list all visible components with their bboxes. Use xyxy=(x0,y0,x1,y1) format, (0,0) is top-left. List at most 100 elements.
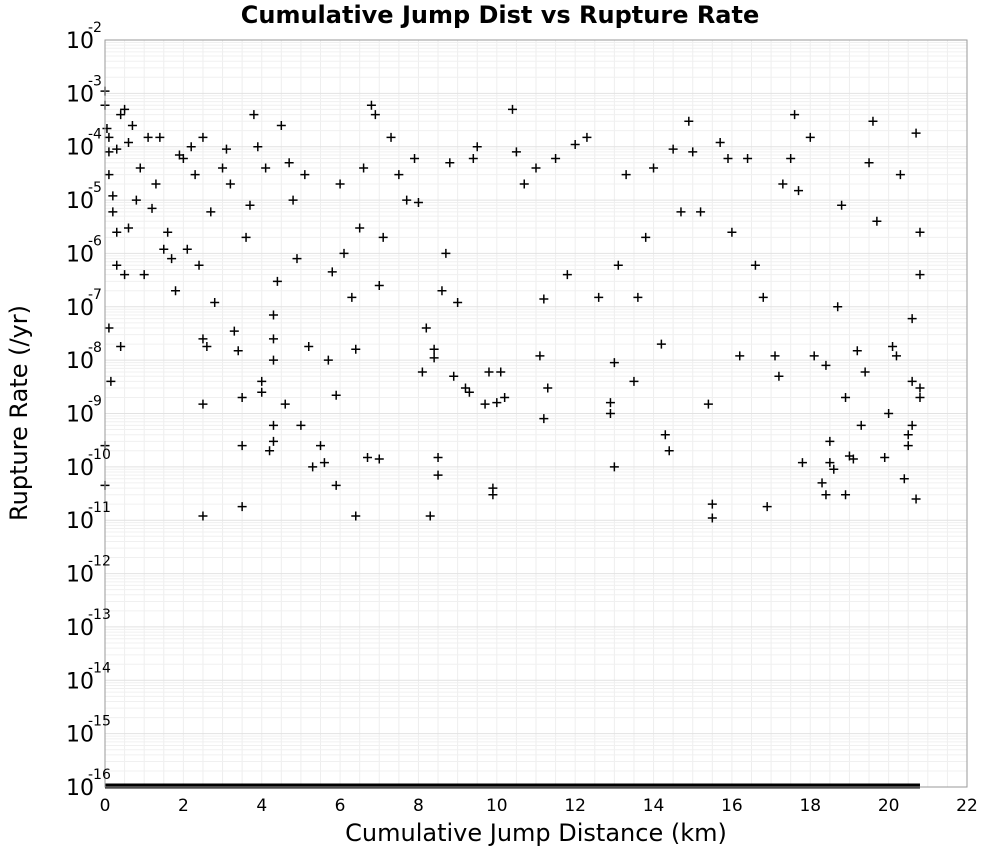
scatter-point xyxy=(880,452,890,462)
scatter-point xyxy=(907,314,917,324)
scatter-point xyxy=(163,227,173,237)
scatter-point xyxy=(562,270,572,280)
scatter-point xyxy=(519,179,529,189)
scatter-point xyxy=(104,147,114,157)
scatter-point xyxy=(649,163,659,173)
scatter-point xyxy=(656,339,666,349)
scatter-point xyxy=(265,446,275,456)
scatter-point xyxy=(104,170,114,180)
y-tick-label-base: 10 xyxy=(66,82,94,107)
scatter-point xyxy=(131,195,141,205)
scatter-point xyxy=(147,203,157,213)
scatter-point xyxy=(159,244,169,254)
scatter-point xyxy=(860,367,870,377)
scatter-point xyxy=(899,474,909,484)
scatter-point xyxy=(355,223,365,233)
scatter-point xyxy=(331,390,341,400)
scatter-point xyxy=(323,355,333,365)
scatter-point xyxy=(124,137,134,147)
scatter-point xyxy=(837,200,847,210)
scatter-point xyxy=(535,351,545,361)
scatter-point xyxy=(202,342,212,352)
y-tick-label-base: 10 xyxy=(66,403,94,428)
scatter-point xyxy=(268,420,278,430)
chart-title: Cumulative Jump Dist vs Rupture Rate xyxy=(241,1,760,29)
scatter-point xyxy=(106,376,116,386)
scatter-point xyxy=(257,387,267,397)
scatter-point xyxy=(633,292,643,302)
scatter-point xyxy=(852,346,862,356)
scatter-point xyxy=(112,227,122,237)
scatter-point xyxy=(190,170,200,180)
scatter-point xyxy=(872,216,882,226)
scatter-point xyxy=(743,154,753,164)
scatter-point xyxy=(762,502,772,512)
scatter-point xyxy=(327,267,337,277)
scatter-point xyxy=(237,392,247,402)
scatter-point xyxy=(460,383,470,393)
scatter-point xyxy=(112,260,122,270)
scatter-point xyxy=(198,334,208,344)
x-tick-label: 22 xyxy=(956,796,978,816)
scatter-point xyxy=(410,154,420,164)
y-tick-label-exponent: -13 xyxy=(88,607,111,623)
scatter-point xyxy=(366,100,376,110)
scatter-point xyxy=(237,441,247,451)
scatter-point xyxy=(829,464,839,474)
scatter-point xyxy=(296,420,306,430)
scatter-point xyxy=(104,323,114,333)
y-tick-label-base: 10 xyxy=(66,669,94,694)
scatter-point xyxy=(770,351,780,361)
y-tick-label-exponent: -14 xyxy=(88,660,111,676)
scatter-point xyxy=(268,436,278,446)
scatter-point xyxy=(707,513,717,523)
scatter-point xyxy=(253,142,263,152)
scatter-point xyxy=(441,248,451,258)
scatter-point xyxy=(464,387,474,397)
scatter-point xyxy=(143,132,153,142)
scatter-point xyxy=(194,260,204,270)
scatter-point xyxy=(108,191,118,201)
scatter-point xyxy=(241,232,251,242)
scatter-point xyxy=(790,110,800,120)
scatter-point xyxy=(609,462,619,472)
y-tick-label-exponent: -9 xyxy=(88,394,102,410)
scatter-point xyxy=(911,128,921,138)
scatter-point xyxy=(809,351,819,361)
scatter-point xyxy=(511,147,521,157)
y-tick-label-base: 10 xyxy=(66,189,94,214)
x-tick-label: 12 xyxy=(564,796,586,816)
scatter-point xyxy=(245,200,255,210)
scatter-point xyxy=(261,163,271,173)
scatter-point xyxy=(182,244,192,254)
scatter-point xyxy=(848,454,858,464)
scatter-point xyxy=(206,207,216,217)
plot-border xyxy=(104,39,968,788)
x-axis-ticks: 0 2 4 6 8 10 12 14 16 18 20 22 xyxy=(100,796,978,816)
scatter-point xyxy=(229,326,239,336)
scatter-point xyxy=(888,342,898,352)
scatter-point xyxy=(198,399,208,409)
scatter-point xyxy=(218,163,228,173)
y-tick-label-base: 10 xyxy=(66,723,94,748)
y-tick-label-base: 10 xyxy=(66,509,94,534)
scatter-point xyxy=(186,142,196,152)
scatter-point xyxy=(484,367,494,377)
scatter-point xyxy=(304,342,314,352)
scatter-point xyxy=(735,351,745,361)
scatter-point xyxy=(417,367,427,377)
scatter-point xyxy=(272,276,282,286)
scatter-point xyxy=(488,490,498,500)
scatter-point xyxy=(210,298,220,308)
scatter-point xyxy=(825,436,835,446)
y-tick-label-base: 10 xyxy=(66,616,94,641)
y-tick-label-exponent: -3 xyxy=(88,73,102,89)
scatter-point xyxy=(449,371,459,381)
scatter-point xyxy=(684,116,694,126)
y-tick-label-exponent: -4 xyxy=(88,127,102,143)
scatter-point xyxy=(715,137,725,147)
scatter-point xyxy=(453,298,463,308)
scatter-point xyxy=(915,270,925,280)
scatter-point xyxy=(124,223,134,233)
scatter-point xyxy=(198,132,208,142)
